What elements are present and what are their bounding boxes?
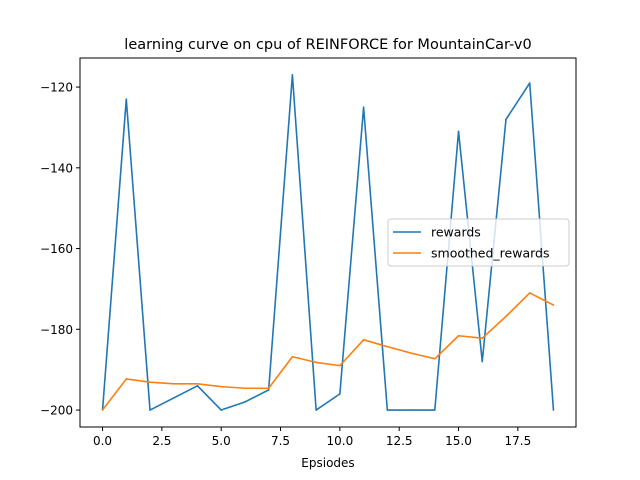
- data-point-smoothed-rewards: [149, 381, 151, 383]
- series-layer: [101, 74, 555, 411]
- data-point-rewards: [196, 385, 199, 387]
- data-point-rewards: [125, 98, 128, 100]
- legend-box: [387, 218, 570, 267]
- data-point-rewards: [528, 82, 531, 84]
- data-point-smoothed-rewards: [125, 378, 128, 380]
- data-point-rewards: [433, 409, 436, 411]
- data-point-rewards: [172, 397, 175, 399]
- x-tick-label: 12.5: [386, 434, 413, 448]
- data-point-smoothed-rewards: [267, 387, 270, 390]
- data-point-smoothed-rewards: [244, 387, 246, 390]
- data-point-smoothed-rewards: [410, 352, 412, 354]
- data-point-smoothed-rewards: [457, 334, 460, 337]
- x-tick-label: 10.0: [327, 434, 354, 448]
- series-line-rewards: [101, 74, 555, 411]
- data-point-smoothed-rewards: [386, 345, 389, 348]
- data-point-rewards: [291, 74, 294, 76]
- x-tick-label: 15.0: [445, 434, 472, 448]
- y-tick-label: −140: [40, 161, 73, 175]
- plot-frame: [79, 57, 577, 428]
- data-point-rewards: [267, 389, 270, 391]
- data-point-smoothed-rewards: [172, 383, 175, 385]
- legend-label: smoothed_rewards: [431, 246, 550, 261]
- data-point-smoothed-rewards: [315, 361, 317, 364]
- data-point-rewards: [149, 409, 151, 411]
- data-point-smoothed-rewards: [552, 304, 555, 306]
- x-tick-label: 0.0: [93, 434, 112, 448]
- x-tick-label: 2.5: [152, 434, 171, 448]
- data-point-smoothed-rewards: [362, 338, 365, 341]
- data-point-rewards: [386, 409, 389, 411]
- x-axis-label: Epsiodes: [301, 456, 354, 470]
- data-point-rewards: [339, 393, 341, 395]
- chart-title: learning curve on cpu of REINFORCE for M…: [124, 37, 531, 53]
- data-point-rewards: [552, 409, 555, 411]
- x-tick-label: 7.5: [271, 434, 290, 448]
- axes-layer: 0.0 2.5 5.0 7.5 10.0 12.5 15.0 17.5 −200 −180 −160…: [40, 81, 531, 448]
- data-point-rewards: [315, 409, 317, 411]
- y-tick-label: −120: [40, 81, 73, 95]
- legend: rewards smoothed_rewards: [387, 218, 570, 267]
- x-tick-label: 5.0: [212, 434, 231, 448]
- data-point-smoothed-rewards: [505, 315, 507, 318]
- x-tick-label: 17.5: [504, 434, 531, 448]
- y-tick-label: −180: [40, 323, 73, 337]
- data-point-rewards: [220, 409, 223, 411]
- data-point-rewards: [481, 360, 484, 363]
- data-point-rewards: [505, 118, 507, 121]
- data-point-smoothed-rewards: [196, 383, 199, 385]
- data-point-rewards: [457, 130, 460, 133]
- data-point-smoothed-rewards: [339, 364, 341, 367]
- data-point-smoothed-rewards: [433, 357, 436, 360]
- data-point-rewards: [362, 106, 365, 109]
- legend-label: rewards: [431, 225, 481, 240]
- y-tick-label: −200: [40, 404, 73, 418]
- data-point-smoothed-rewards: [101, 409, 104, 411]
- series-line-smoothed-rewards: [101, 292, 554, 411]
- data-point-smoothed-rewards: [220, 385, 223, 388]
- data-point-rewards: [244, 401, 246, 403]
- y-tick-label: −160: [40, 242, 73, 256]
- data-point-smoothed-rewards: [528, 292, 531, 294]
- data-point-rewards: [410, 409, 412, 411]
- data-point-smoothed-rewards: [481, 337, 484, 339]
- data-point-smoothed-rewards: [291, 355, 294, 358]
